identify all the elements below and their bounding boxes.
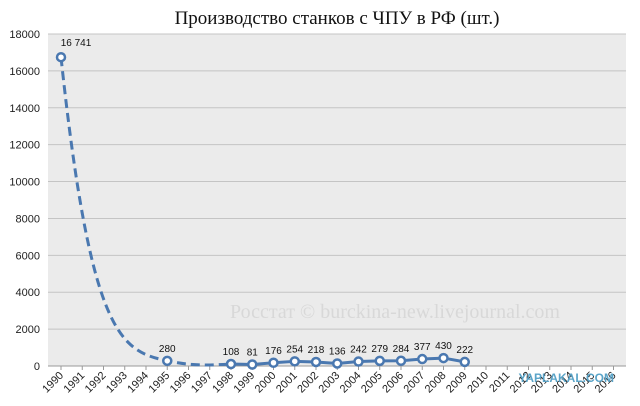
watermark-source: Росстат © burckina-new.livejournal.com	[230, 301, 560, 323]
data-point	[162, 355, 173, 367]
data-label: 279	[371, 344, 388, 355]
data-label: 377	[414, 342, 431, 353]
x-tick-label: 2010	[465, 370, 491, 396]
y-tick-label: 6000	[16, 250, 40, 262]
data-point	[55, 51, 67, 63]
x-tick-label: 2005	[359, 370, 385, 396]
y-tick-label: 4000	[16, 287, 40, 299]
y-tick-label: 14000	[9, 103, 40, 115]
x-tick-label: 1990	[40, 370, 66, 396]
data-label: 280	[159, 344, 176, 355]
data-point	[459, 356, 470, 368]
plot-area	[48, 34, 626, 366]
data-point	[310, 356, 322, 368]
x-tick-label: 2002	[295, 370, 321, 396]
chart-title: Производство станков с ЧПУ в РФ (шт.)	[175, 8, 500, 29]
x-tick-label: 2009	[444, 370, 470, 396]
data-label: 136	[329, 346, 346, 357]
data-label: 16 741	[61, 38, 92, 49]
x-tick-label: 2011	[487, 370, 512, 395]
data-point	[332, 358, 343, 369]
x-tick-label: 2004	[338, 370, 364, 396]
gridlines	[48, 33, 626, 367]
data-label: 430	[435, 341, 452, 352]
y-tick-label: 0	[34, 361, 40, 373]
x-tick-label: 1998	[210, 370, 236, 396]
x-tick-label: 2001	[274, 370, 300, 396]
data-label: 176	[265, 346, 282, 357]
data-point	[353, 356, 364, 367]
data-point	[247, 359, 258, 370]
data-point	[268, 357, 279, 369]
data-point	[225, 358, 237, 370]
data-label: 81	[247, 348, 259, 359]
x-tick-label: 1995	[147, 370, 173, 396]
y-tick-label: 2000	[16, 324, 40, 336]
data-label: 222	[456, 345, 473, 356]
data-point	[289, 356, 300, 367]
y-tick-label: 18000	[9, 29, 40, 41]
x-tick-label: 1992	[83, 370, 109, 396]
x-tick-label: 2003	[317, 370, 343, 396]
y-tick-label: 10000	[9, 177, 40, 189]
x-tick-label: 2006	[380, 370, 406, 396]
x-tick-label: 1999	[232, 370, 258, 396]
x-tick-label: 2008	[423, 370, 449, 396]
data-label: 108	[223, 347, 240, 358]
x-tick-label: 1994	[125, 370, 151, 396]
data-label: 254	[286, 344, 303, 355]
data-point	[374, 355, 385, 367]
y-tick-label: 8000	[16, 213, 40, 225]
data-point	[417, 353, 428, 365]
x-tick-label: 1997	[189, 370, 215, 396]
y-tick-label: 12000	[9, 140, 40, 152]
x-tick-label: 1993	[104, 370, 130, 396]
data-point	[395, 355, 407, 367]
data-labels: 16 741 280 108 81 176 254 218 136 242 279 284 377 43…	[61, 38, 474, 358]
y-tick-label: 16000	[9, 66, 40, 78]
data-label: 284	[393, 344, 410, 355]
data-points	[55, 51, 470, 370]
x-tick-label: 2000	[253, 370, 279, 396]
x-tick-label: 1996	[168, 370, 194, 396]
data-label: 242	[350, 345, 367, 356]
data-point	[438, 352, 449, 364]
series-line	[59, 57, 232, 367]
x-tick-label: 1991	[62, 370, 88, 396]
watermark-site: YAPLAKAL.COM	[518, 371, 614, 385]
x-tick-label: 2007	[402, 370, 428, 396]
x-axis-ticks: 1990199119921993199419951996199719981999…	[40, 366, 619, 396]
y-axis-ticks: 0 2000 4000 6000 8000 10000 12000 14000 16000 180…	[9, 29, 40, 373]
data-label: 218	[308, 345, 325, 356]
